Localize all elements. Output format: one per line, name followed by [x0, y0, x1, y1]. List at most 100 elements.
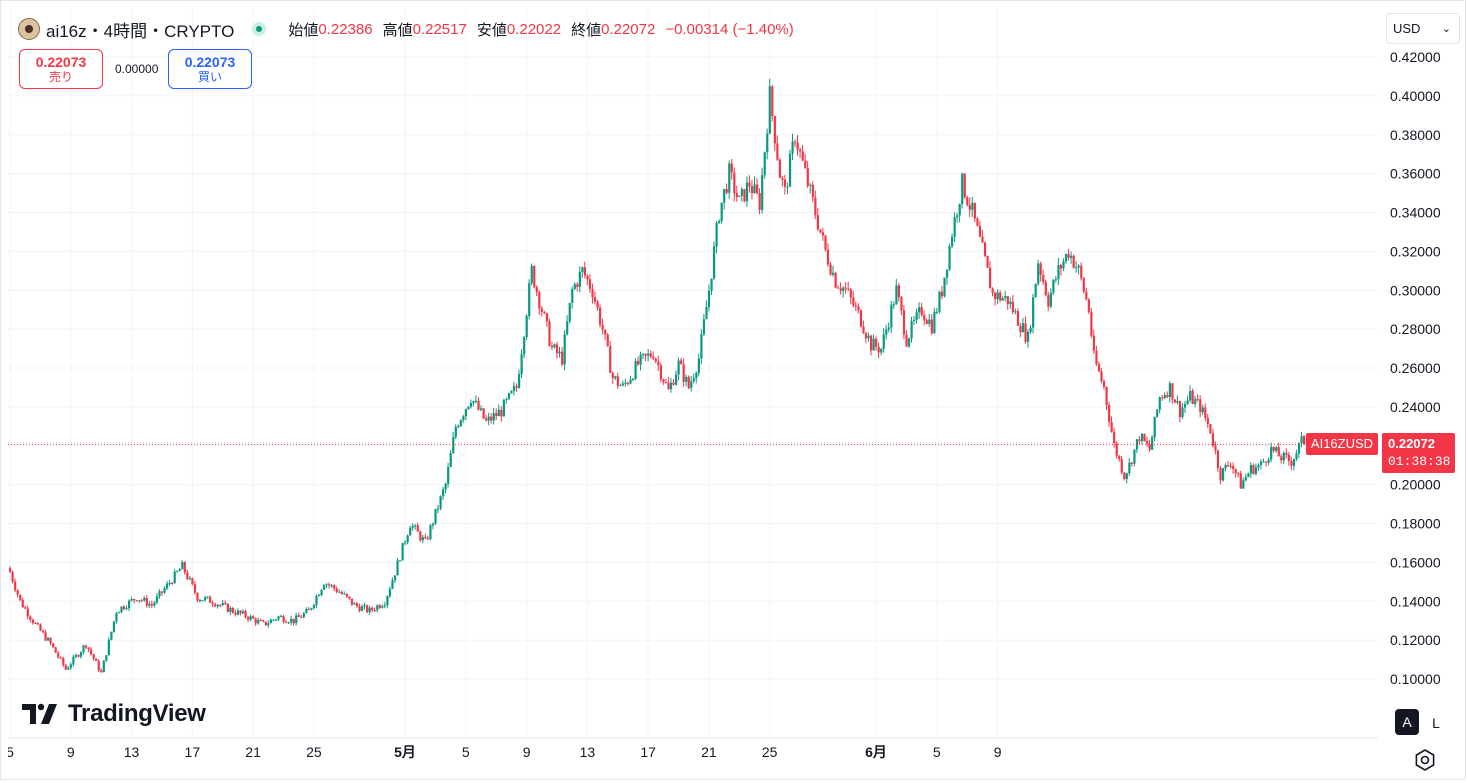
x-tick-label: 25	[762, 744, 778, 760]
candle-body	[968, 205, 971, 210]
candle-body	[138, 600, 141, 602]
log-scale-button[interactable]: L	[1424, 709, 1448, 735]
candle-body	[1156, 409, 1159, 417]
sell-button[interactable]: 0.22073 売り	[19, 49, 103, 89]
candle-body	[29, 616, 32, 620]
candle-body	[1026, 331, 1030, 342]
candle-body	[482, 408, 485, 419]
x-tick-label: 13	[580, 744, 596, 760]
spread-value: 0.00000	[115, 62, 159, 76]
candle-body	[469, 402, 473, 407]
candle-body	[882, 334, 885, 349]
candle-body	[728, 163, 731, 193]
candle-body	[892, 304, 895, 306]
candle-body	[831, 272, 835, 275]
candle-body	[761, 175, 764, 210]
candle-body	[254, 618, 257, 624]
candle-body	[586, 275, 589, 280]
candle-body	[1080, 265, 1083, 278]
candle-body	[434, 508, 437, 524]
candle-body	[634, 361, 637, 380]
candle-body	[806, 167, 809, 186]
candle-body	[221, 603, 224, 605]
plot-area[interactable]: 0.42000 0.40000 0.38000 0.36000 0.34000 0.320…	[8, 8, 1441, 760]
candle-body	[315, 596, 318, 605]
candle-body	[176, 571, 179, 573]
candle-body	[201, 600, 204, 602]
candle-body	[90, 649, 93, 655]
candle-body	[209, 596, 212, 603]
x-tick-label: 9	[67, 744, 75, 760]
last-price-tag: 0.22072 01:38:38	[1382, 433, 1455, 473]
candle-body	[664, 382, 668, 384]
candle-body	[1186, 400, 1189, 405]
candle-body	[148, 603, 151, 606]
auto-scale-button[interactable]: A	[1395, 709, 1419, 735]
legend: ai16z・4時間・CRYPTO 始値 0.22386 高値 0.22517 安…	[18, 15, 794, 43]
symbol-logo-icon[interactable]	[18, 18, 40, 40]
candle-body	[1237, 473, 1240, 475]
candle-body	[188, 578, 191, 580]
candle-body	[340, 591, 343, 594]
candle-body	[880, 348, 883, 353]
candle-body	[999, 292, 1002, 301]
candle-body	[1262, 461, 1265, 463]
candle-body	[1044, 282, 1047, 296]
candle-body	[578, 271, 581, 287]
candle-body	[796, 142, 799, 150]
candle-body	[662, 379, 665, 383]
candle-body	[95, 658, 98, 661]
symbol-title[interactable]: ai16z・4時間・CRYPTO	[46, 21, 235, 41]
candle-body	[685, 376, 688, 382]
candle-body	[252, 616, 255, 619]
tradingview-logo[interactable]: TradingView	[22, 700, 206, 728]
x-tick-label: 25	[306, 744, 322, 760]
candle-body	[500, 409, 503, 417]
candle-body	[657, 361, 660, 366]
buy-button[interactable]: 0.22073 買い	[168, 49, 252, 89]
candle-body	[1019, 325, 1022, 333]
candle-body	[558, 351, 561, 354]
x-tick-label: 9	[523, 744, 531, 760]
candle-body	[852, 297, 855, 306]
candle-body	[290, 618, 293, 623]
candle-body	[310, 608, 313, 610]
x-tick-label: 17	[185, 744, 201, 760]
candle-body	[317, 595, 321, 597]
candle-body	[654, 358, 657, 362]
candle-body	[976, 218, 979, 226]
candle-body	[282, 616, 285, 622]
candle-body	[328, 584, 331, 586]
candle-body	[733, 172, 736, 194]
candle-body	[454, 426, 457, 438]
candle-body	[69, 664, 72, 668]
candle-body	[330, 585, 333, 587]
candle-body	[629, 379, 632, 384]
candle-body	[507, 393, 511, 399]
candle-body	[867, 335, 870, 339]
candle-body	[910, 321, 913, 339]
candle-body	[571, 288, 574, 303]
candle-body	[986, 255, 989, 268]
candle-body	[799, 149, 802, 152]
candle-body	[36, 623, 40, 625]
candle-body	[300, 616, 303, 618]
candle-body	[672, 382, 675, 385]
candle-body	[1143, 433, 1146, 442]
candle-body	[523, 337, 526, 355]
settings-icon[interactable]	[1410, 745, 1440, 775]
candle-body	[1173, 399, 1177, 403]
candle-body	[398, 560, 402, 562]
candle-body	[1032, 297, 1035, 328]
candle-body	[31, 619, 34, 624]
candlestick-chart[interactable]: 0.42000 0.40000 0.38000 0.36000 0.34000 0.320…	[8, 8, 1468, 783]
candle-body	[609, 346, 612, 373]
candle-body	[1270, 446, 1273, 460]
candle-body	[406, 535, 409, 543]
candle-body	[345, 593, 348, 597]
open-value: 0.22386	[318, 20, 373, 38]
candle-body	[1090, 311, 1093, 336]
currency-select[interactable]: USD ⌄	[1386, 13, 1460, 44]
y-tick-label: 0.14000	[1390, 593, 1441, 609]
